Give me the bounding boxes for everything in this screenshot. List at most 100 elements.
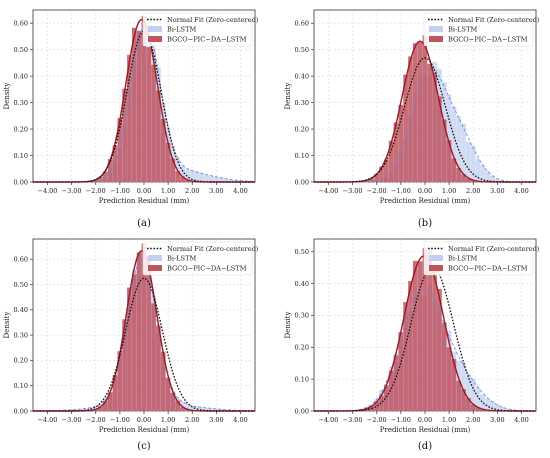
bgco-bar <box>437 288 442 411</box>
chart-panel-1: −4.00 −3.00 −2.00 −1.00 0.00 1.00 2.00 3.00 4.00… <box>3 9 259 229</box>
bgco-bar <box>156 325 161 411</box>
bgco-bar <box>379 395 384 411</box>
bgco-bar <box>170 392 176 411</box>
bilstm-bar <box>204 407 210 411</box>
bilstm-bar <box>466 141 471 182</box>
x-tick-label: 3.00 <box>209 187 223 195</box>
legend-bgco-swatch <box>148 265 162 271</box>
bgco-bar <box>185 179 190 182</box>
legend-label: Bi-LSTM <box>167 26 196 34</box>
bgco-bar <box>374 173 380 182</box>
panel-caption: (b) <box>418 218 432 229</box>
bilstm-bar <box>490 401 495 411</box>
bgco-bar <box>141 16 147 182</box>
bgco-bar <box>98 176 103 182</box>
bgco-bar <box>107 159 113 182</box>
chart-panel-3: −4.00 −3.00 −2.00 −1.00 0.00 1.00 2.00 3.00 4.00… <box>3 238 259 452</box>
y-tick-label: 0.20 <box>14 125 28 133</box>
legend-bilstm-swatch <box>429 255 443 261</box>
x-tick-label: −3.00 <box>343 187 363 195</box>
bgco-bar <box>160 118 166 182</box>
bgco-bar <box>165 142 171 182</box>
x-tick-label: −3.00 <box>343 416 363 424</box>
bgco-bar <box>480 409 486 411</box>
y-tick-label: 0.50 <box>295 46 309 54</box>
y-tick-label: 0.20 <box>14 357 28 365</box>
x-tick-label: −2.00 <box>86 187 106 195</box>
bgco-bar <box>102 400 108 411</box>
x-tick-label: 0.00 <box>418 187 432 195</box>
x-tick-label: 1.00 <box>161 187 175 195</box>
chart-panel-4: −4.00 −3.00 −2.00 −1.00 0.00 1.00 2.00 3.00 4.00… <box>284 238 540 452</box>
x-axis-label: Prediction Residual (mm) <box>99 426 190 434</box>
panel-caption: (d) <box>418 441 432 452</box>
bilstm-bar <box>480 394 486 411</box>
y-axis-label: Density <box>3 83 11 110</box>
bgco-bar <box>374 401 380 411</box>
x-axis-label: Prediction Residual (mm) <box>380 426 471 434</box>
legend-label: BGCO−PIC−DA−LSTM <box>167 265 247 273</box>
y-axis-label: Density <box>284 312 292 339</box>
x-tick-label: 2.00 <box>466 187 480 195</box>
legend-label: BGCO−PIC−DA−LSTM <box>448 265 528 273</box>
bgco-bar <box>466 178 471 182</box>
y-tick-label: 0.20 <box>295 125 309 133</box>
x-tick-label: −3.00 <box>62 187 82 195</box>
legend-bgco-swatch <box>148 36 162 42</box>
bilstm-bar <box>218 409 224 411</box>
bilstm-bar <box>499 180 505 182</box>
y-tick-label: 0.40 <box>295 72 309 80</box>
y-tick-label: 0.40 <box>14 306 28 314</box>
bilstm-bar <box>470 378 476 411</box>
bgco-bar <box>146 47 152 182</box>
bgco-bar <box>127 54 132 183</box>
bilstm-bar <box>490 175 495 182</box>
bgco-bar <box>364 179 370 182</box>
legend-label: Normal Fit (Zero-centered) <box>448 16 540 24</box>
y-tick-label: 0.60 <box>14 256 28 264</box>
legend-box <box>423 241 534 276</box>
legend-label: Normal Fit (Zero-centered) <box>167 16 259 24</box>
bgco-bar <box>398 332 404 411</box>
bilstm-bar <box>218 177 224 182</box>
bilstm-bar <box>470 145 476 182</box>
legend-label: Normal Fit (Zero-centered) <box>167 245 259 253</box>
y-tick-label: 0.00 <box>295 407 309 415</box>
bgco-bar <box>441 322 447 411</box>
y-axis-label: Density <box>284 83 292 110</box>
x-axis-label: Prediction Residual (mm) <box>99 197 190 205</box>
legend-label: BGCO−PIC−DA−LSTM <box>448 36 528 44</box>
y-tick-label: 0.30 <box>14 331 28 339</box>
bilstm-bar <box>504 408 510 411</box>
bilstm-bar <box>213 177 219 182</box>
bilstm-bar <box>233 179 238 182</box>
x-tick-label: −2.00 <box>86 416 106 424</box>
x-tick-label: −1.00 <box>391 416 411 424</box>
bgco-bar <box>427 63 433 182</box>
legend-label: Normal Fit (Zero-centered) <box>448 245 540 253</box>
x-tick-label: 0.00 <box>137 187 151 195</box>
y-tick-label: 0.00 <box>295 178 309 186</box>
bgco-bar <box>412 43 418 182</box>
x-tick-label: 3.00 <box>209 416 223 424</box>
bgco-bar <box>170 158 176 182</box>
bilstm-bar <box>213 408 219 411</box>
bgco-bar <box>470 404 476 411</box>
bgco-bar <box>131 274 137 411</box>
bgco-bar <box>127 287 132 411</box>
bgco-bar <box>466 397 471 411</box>
x-tick-label: −4.00 <box>38 187 58 195</box>
bilstm-bar <box>466 374 471 411</box>
x-tick-label: 4.00 <box>233 187 247 195</box>
y-tick-label: 0.00 <box>14 178 28 186</box>
bgco-bar <box>122 88 127 182</box>
legend-bilstm-swatch <box>148 26 162 32</box>
bgco-bar <box>136 30 142 182</box>
x-tick-label: 0.00 <box>137 416 151 424</box>
bgco-bar <box>388 370 394 411</box>
bilstm-bar <box>451 106 457 182</box>
bgco-bar <box>93 409 99 411</box>
bilstm-bar <box>228 179 234 182</box>
bgco-bar <box>165 377 171 411</box>
